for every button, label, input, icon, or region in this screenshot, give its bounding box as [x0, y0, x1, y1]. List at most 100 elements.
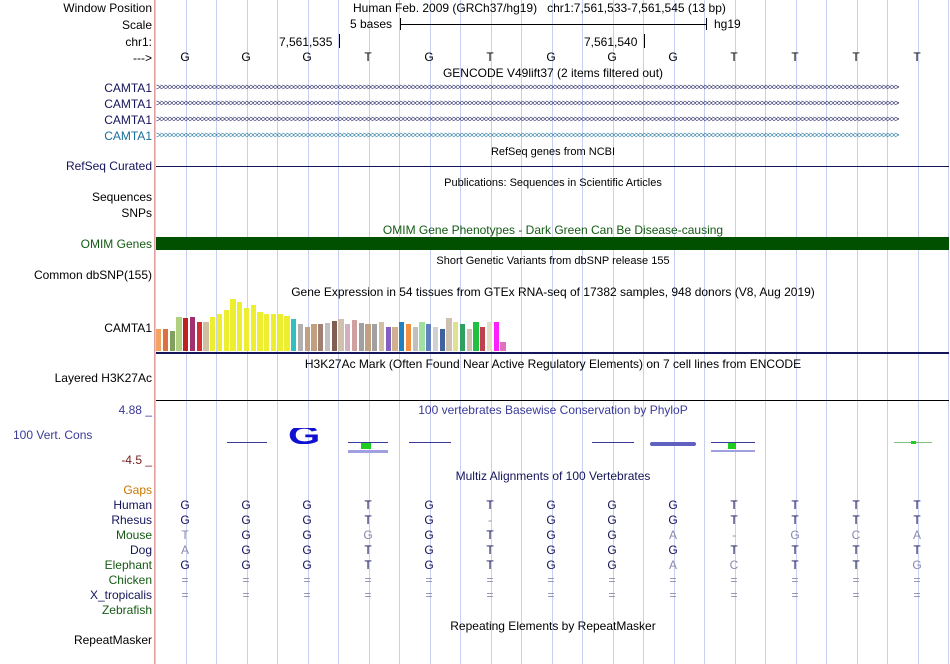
publications-sequences-label[interactable]: Sequences — [91, 190, 152, 204]
gtex-tissue-bar[interactable] — [324, 323, 331, 351]
gtex-tissue-bar[interactable] — [412, 327, 418, 351]
species-label[interactable]: Human — [113, 498, 152, 512]
gtex-tissue-bar[interactable] — [453, 322, 459, 351]
gtex-tissue-bar[interactable] — [304, 327, 310, 351]
gtex-tissue-bar[interactable] — [419, 322, 425, 351]
species-label[interactable]: Zebrafish — [101, 603, 152, 617]
gtex-tissue-bar[interactable] — [385, 327, 391, 351]
multiz-title: Multiz Alignments of 100 Vertebrates — [455, 469, 651, 483]
alignment-base: = — [303, 588, 311, 602]
species-label[interactable]: Elephant — [104, 558, 152, 572]
gtex-tissue-bar[interactable] — [237, 302, 243, 351]
species-label[interactable]: Dog — [129, 543, 152, 557]
position-1: 7,561,535 — [279, 35, 333, 49]
gtex-tissue-bar[interactable] — [243, 308, 250, 351]
species-label[interactable]: Chicken — [108, 573, 152, 587]
alignment-base: T — [913, 498, 921, 512]
omim-bar[interactable] — [156, 237, 949, 250]
gencode-gene-track[interactable]: >>>>>>>>>>>>>>>>>>>>>>>>>>>>>>>>>>>>>>>>… — [156, 99, 899, 108]
gtex-tissue-bar[interactable] — [331, 321, 337, 351]
gtex-tissue-bar[interactable] — [466, 329, 472, 351]
gtex-tissue-bar[interactable] — [432, 327, 439, 351]
alignment-base: A — [912, 528, 921, 542]
gtex-tissue-bar[interactable] — [216, 314, 223, 351]
gtex-chart[interactable] — [156, 298, 556, 351]
repeatmasker-title: Repeating Elements by RepeatMasker — [450, 619, 656, 633]
gtex-tissue-bar[interactable] — [486, 322, 493, 351]
gencode-gene-track[interactable]: >>>>>>>>>>>>>>>>>>>>>>>>>>>>>>>>>>>>>>>>… — [156, 83, 899, 92]
guide-line — [216, 0, 217, 664]
gtex-tissue-bar[interactable] — [345, 324, 351, 351]
gtex-tissue-bar[interactable] — [480, 327, 486, 351]
gtex-tissue-bar[interactable] — [264, 314, 270, 351]
gtex-tissue-bar[interactable] — [399, 322, 405, 351]
phylop-green-mark — [728, 443, 736, 449]
alignment-base: T — [730, 513, 738, 527]
species-label[interactable]: Rhesus — [111, 513, 152, 527]
gtex-tissue-bar[interactable] — [250, 305, 256, 351]
gtex-tissue-bar[interactable] — [439, 329, 445, 351]
guide-line — [613, 0, 614, 664]
gtex-tissue-bar[interactable] — [297, 324, 304, 351]
gtex-tissue-bar[interactable] — [291, 319, 297, 351]
gencode-gene-label[interactable]: CAMTA1 — [104, 129, 152, 143]
gtex-tissue-bar[interactable] — [156, 329, 162, 351]
gtex-tissue-bar[interactable] — [446, 318, 452, 351]
gtex-tissue-bar[interactable] — [311, 324, 317, 351]
gtex-tissue-bar[interactable] — [189, 317, 196, 351]
gtex-tissue-bar[interactable] — [351, 320, 358, 351]
gtex-tissue-bar[interactable] — [426, 324, 432, 351]
dbsnp-label[interactable]: Common dbSNP(155) — [33, 268, 152, 282]
gtex-tissue-bar[interactable] — [405, 324, 412, 351]
gencode-gene-track[interactable]: >>>>>>>>>>>>>>>>>>>>>>>>>>>>>>>>>>>>>>>>… — [156, 131, 899, 140]
omim-label[interactable]: OMIM Genes — [80, 237, 152, 251]
gtex-tissue-bar[interactable] — [473, 322, 479, 351]
gencode-gene-track[interactable]: >>>>>>>>>>>>>>>>>>>>>>>>>>>>>>>>>>>>>>>>… — [156, 115, 899, 124]
gtex-label[interactable]: CAMTA1 — [104, 321, 152, 335]
h3k27-label[interactable]: Layered H3K27Ac — [54, 371, 152, 385]
gencode-gene-label[interactable]: CAMTA1 — [104, 97, 152, 111]
refseq-label[interactable]: RefSeq Curated — [65, 159, 152, 173]
gtex-tissue-bar[interactable] — [277, 314, 283, 351]
gtex-tissue-bar[interactable] — [257, 312, 263, 351]
gtex-tissue-bar[interactable] — [270, 314, 277, 351]
alignment-base: G — [424, 513, 434, 527]
repeatmasker-label[interactable]: RepeatMasker — [73, 633, 152, 647]
gtex-tissue-bar[interactable] — [372, 324, 378, 351]
gtex-tissue-bar[interactable] — [365, 324, 371, 351]
publications-snps-label[interactable]: SNPs — [121, 206, 152, 220]
gtex-tissue-bar[interactable] — [493, 322, 499, 351]
gtex-tissue-bar[interactable] — [459, 324, 466, 351]
species-label[interactable]: X_tropicalis — [89, 588, 152, 602]
alignment-base: G — [790, 528, 800, 542]
gtex-tissue-bar[interactable] — [223, 310, 229, 351]
phylop-logo-track[interactable]: G — [156, 426, 950, 456]
alignment-base: = — [242, 573, 250, 587]
gtex-tissue-bar[interactable] — [176, 317, 182, 351]
gaps-label[interactable]: Gaps — [123, 483, 152, 497]
position-1-tick — [339, 34, 340, 48]
phylop-label[interactable]: 100 Vert. Cons — [13, 428, 93, 442]
gtex-tissue-bar[interactable] — [284, 316, 290, 351]
gtex-tissue-bar[interactable] — [338, 319, 344, 351]
gtex-tissue-bar[interactable] — [210, 317, 216, 351]
gtex-tissue-bar[interactable] — [392, 327, 398, 351]
gencode-gene-label[interactable]: CAMTA1 — [104, 81, 152, 95]
gtex-tissue-bar[interactable] — [183, 318, 189, 351]
phylop-segment — [592, 442, 634, 443]
chrom-label: chr1: — [125, 35, 152, 49]
gtex-tissue-bar[interactable] — [162, 329, 169, 351]
alignment-base: = — [608, 573, 616, 587]
base-letter: T — [364, 50, 372, 64]
gtex-tissue-bar[interactable] — [203, 322, 209, 351]
gtex-tissue-bar[interactable] — [378, 322, 385, 351]
alignment-base: G — [668, 498, 678, 512]
gtex-tissue-bar[interactable] — [318, 324, 324, 351]
species-label[interactable]: Mouse — [115, 528, 152, 542]
gtex-tissue-bar[interactable] — [500, 342, 506, 351]
gtex-tissue-bar[interactable] — [169, 331, 175, 351]
gencode-gene-label[interactable]: CAMTA1 — [104, 113, 152, 127]
gtex-tissue-bar[interactable] — [358, 323, 364, 351]
gtex-tissue-bar[interactable] — [230, 299, 236, 351]
gtex-tissue-bar[interactable] — [196, 322, 202, 351]
